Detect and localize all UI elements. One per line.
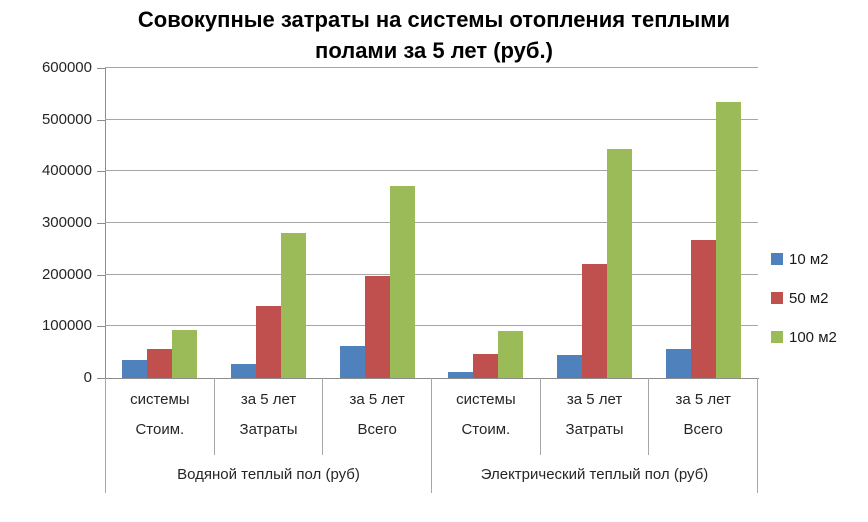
- category-label-top: за 5 лет: [675, 391, 731, 408]
- bar-100-м2: [171, 330, 197, 378]
- y-axis-label: 600000: [41, 59, 92, 76]
- bar-10-м2: [339, 345, 365, 378]
- category-label-bottom: Всего: [683, 421, 723, 438]
- bar-50-м2: [255, 305, 281, 378]
- y-axis-tick: [97, 119, 105, 121]
- bar-10-м2: [121, 360, 147, 378]
- category-label-top: за 5 лет: [349, 391, 405, 408]
- bar-100-м2: [607, 148, 633, 378]
- bar-10-м2: [448, 371, 474, 378]
- bar-100-м2: [716, 101, 742, 378]
- bar-100-м2: [389, 185, 415, 378]
- gridline: [105, 222, 758, 223]
- y-axis-line: [105, 68, 106, 378]
- category-label-cell: за 5 лет Затраты: [539, 378, 649, 455]
- y-axis-tick: [97, 171, 105, 173]
- legend-swatch-50-м2: [771, 292, 783, 304]
- bar-10-м2: [557, 354, 583, 378]
- bar-10-м2: [230, 363, 256, 378]
- category-label-bottom: Всего: [357, 421, 397, 438]
- legend-swatch-10-м2: [771, 253, 783, 265]
- y-axis-label: 0: [83, 369, 92, 386]
- legend-item: 100 м2: [771, 328, 837, 346]
- legend-item: 50 м2: [771, 289, 837, 307]
- category-label-bottom: Стоим.: [461, 421, 511, 438]
- category-column: [540, 68, 649, 378]
- bar-100-м2: [498, 330, 524, 378]
- category-label-top: системы: [456, 391, 516, 408]
- legend-label: 50 м2: [789, 289, 829, 307]
- category-label-bottom: Стоим.: [135, 421, 185, 438]
- category-label-top: за 5 лет: [566, 391, 623, 408]
- category-label-row: системы Стоим. за 5 лет Затраты за 5 лет Всег…: [105, 378, 759, 455]
- chart-title-line2: полами за 5 лет (руб.): [315, 38, 553, 63]
- y-axis-label: 300000: [41, 214, 92, 231]
- legend-item: 10 м2: [771, 250, 837, 268]
- bar-10-м2: [666, 348, 692, 378]
- y-axis-tick: [97, 326, 105, 328]
- y-axis-tick: [97, 274, 105, 276]
- y-axis-tick: [97, 223, 105, 224]
- category-label-cell: системы Стоим.: [105, 378, 214, 455]
- category-label-cell: за 5 лет Затраты: [213, 378, 323, 455]
- legend: 10 м2 50 м2 100 м2: [771, 251, 837, 368]
- y-axis-label: 500000: [41, 110, 92, 128]
- chart-title: Совокупные затраты на системы отопления …: [0, 4, 868, 66]
- y-axis-tick: [97, 68, 105, 69]
- y-axis-label: 200000: [41, 265, 92, 283]
- category-label-top: системы: [130, 391, 190, 408]
- gridline: [105, 273, 758, 275]
- category-label-bottom: Затраты: [565, 421, 624, 438]
- gridline: [105, 170, 758, 172]
- category-label-cell: за 5 лет Всего: [322, 378, 431, 455]
- gridline: [105, 325, 758, 327]
- category-label-cell: системы Стоим.: [431, 378, 540, 455]
- bar-50-м2: [691, 239, 717, 378]
- group-label-cell: Электрический теплый пол (руб): [431, 455, 758, 493]
- bar-50-м2: [364, 276, 390, 378]
- category-label-bottom: Затраты: [239, 421, 298, 438]
- category-column: [323, 68, 432, 378]
- category-label-cell: за 5 лет Всего: [648, 378, 759, 455]
- bar-50-м2: [146, 348, 172, 378]
- category-column: [214, 68, 323, 378]
- gridline: [105, 118, 758, 120]
- bar-100-м2: [280, 233, 306, 378]
- legend-swatch-100-м2: [771, 331, 783, 343]
- group-label-cell: Водяной теплый пол (руб): [105, 455, 431, 493]
- bar-50-м2: [473, 353, 499, 378]
- category-column: [105, 68, 214, 378]
- y-axis-label: 400000: [41, 162, 92, 180]
- legend-label: 100 м2: [789, 328, 837, 346]
- gridline: [105, 67, 758, 68]
- chart-title-line1: Совокупные затраты на системы отопления …: [137, 7, 731, 32]
- group-label-row: Водяной теплый пол (руб) Электрический те…: [105, 455, 758, 493]
- category-label-top: за 5 лет: [240, 391, 297, 408]
- legend-label: 10 м2: [789, 250, 829, 268]
- category-column: [431, 68, 540, 378]
- y-axis-tick: [97, 378, 105, 379]
- bar-50-м2: [582, 263, 608, 378]
- plot-area: [105, 67, 758, 378]
- y-axis-label: 100000: [41, 317, 92, 335]
- category-column: [649, 68, 758, 378]
